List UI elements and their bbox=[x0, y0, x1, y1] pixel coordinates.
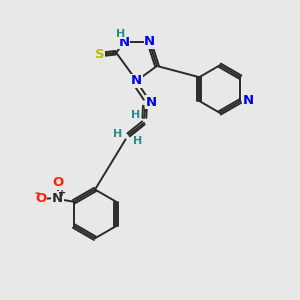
Text: N: N bbox=[118, 35, 130, 49]
Text: S: S bbox=[95, 48, 105, 61]
Text: N: N bbox=[242, 94, 253, 107]
Text: N: N bbox=[145, 96, 157, 109]
Text: H: H bbox=[134, 136, 143, 146]
Text: O: O bbox=[52, 176, 63, 189]
Text: N: N bbox=[52, 192, 63, 205]
Text: N: N bbox=[144, 35, 155, 48]
Text: O: O bbox=[36, 192, 47, 205]
Text: H: H bbox=[116, 29, 125, 39]
Text: -: - bbox=[34, 187, 39, 200]
Text: H: H bbox=[113, 129, 122, 139]
Text: H: H bbox=[131, 110, 140, 120]
Text: +: + bbox=[58, 188, 66, 198]
Text: N: N bbox=[131, 74, 142, 87]
